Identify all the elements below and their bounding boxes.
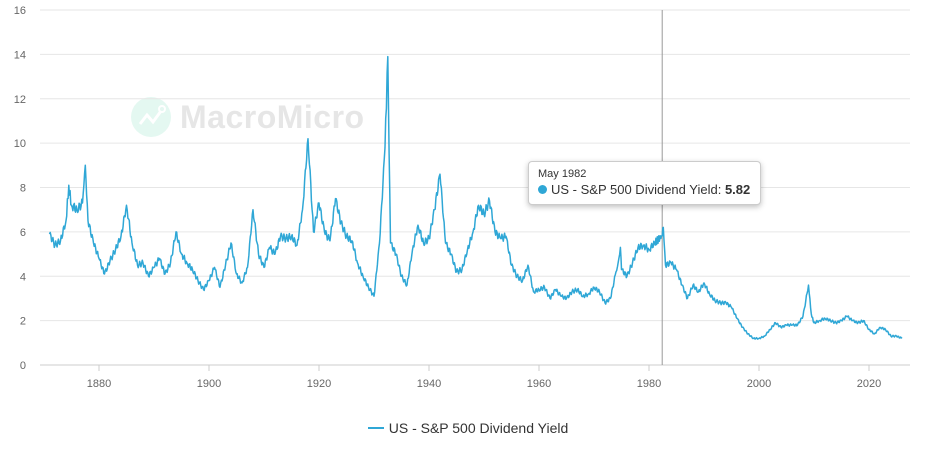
x-tick-label: 1940 [417,378,441,390]
legend-item[interactable]: US - S&P 500 Dividend Yield [0,420,936,436]
watermark-text: MacroMicro [180,98,365,135]
x-tick-label: 2000 [747,378,771,390]
macromicro-logo-icon [131,97,171,137]
x-tick-label: 1980 [637,378,661,390]
x-tick-label: 2020 [857,378,881,390]
series-line-dividend-yield [48,55,903,340]
y-tick-label: 4 [20,271,26,283]
y-tick-label: 14 [14,49,26,61]
x-tick-label: 1960 [527,378,551,390]
dividend-yield-chart: 0 2 4 6 8 10 12 14 16 1880 1900 1920 1940 1960 1980 200… [14,5,910,390]
tooltip-date: May 1982 [538,168,587,180]
y-tick-label: 2 [20,316,26,328]
y-tick-label: 8 [20,183,26,195]
legend-line-icon [367,427,384,429]
tooltip: May 1982 US - S&P 500 Dividend Yield: 5.… [528,161,762,205]
watermark: MacroMicro [131,97,365,137]
tooltip-label: US - S&P 500 Dividend Yield: [551,182,722,197]
x-tick-label: 1920 [307,378,331,390]
y-tick-label: 10 [14,138,26,150]
y-tick-label: 6 [20,227,26,239]
tooltip-value: 5.82 [724,182,751,197]
y-tick-label: 16 [14,5,26,17]
x-tick-label: 1900 [197,378,221,390]
series-dot-icon [538,185,547,194]
y-tick-label: 0 [20,360,26,372]
y-tick-label: 12 [14,94,26,106]
legend-label: US - S&P 500 Dividend Yield [388,420,569,436]
x-tick-label: 1880 [87,378,111,390]
